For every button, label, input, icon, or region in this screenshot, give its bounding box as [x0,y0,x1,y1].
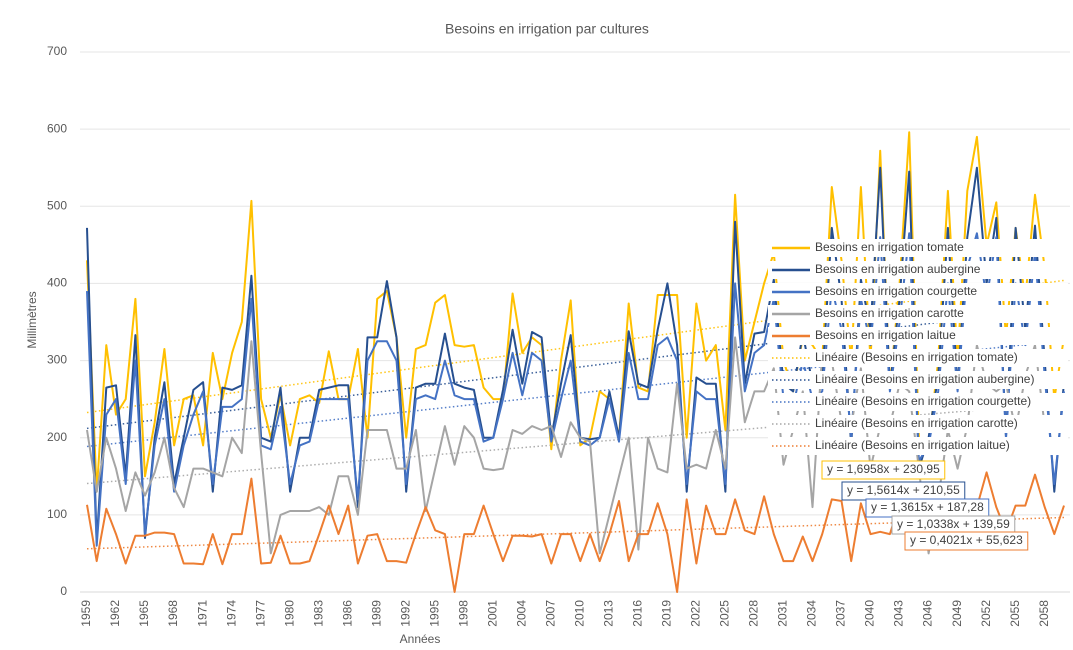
x-tick-label: 1959 [79,600,93,627]
trend-line [86,279,1065,414]
x-tick-label: 2016 [631,600,645,627]
x-tick-label: 2043 [892,600,906,627]
legend-bg [768,393,1068,411]
x-tick-label: 1974 [224,600,238,627]
series-line [86,131,1065,493]
x-axis-title: Années [400,632,441,646]
x-tick-label: 2013 [602,600,616,627]
legend-bg [768,437,1068,455]
equation-box [821,460,946,480]
x-tick-label: 2037 [834,600,848,627]
equation-box [904,531,1029,551]
y-axis-title: Millimètres [25,291,39,348]
x-tick-label: 2034 [805,600,819,627]
x-tick-label: 1983 [311,600,325,627]
x-tick-label: 2004 [514,600,528,627]
y-tick-label: 700 [47,44,67,58]
y-tick-label: 100 [47,507,67,521]
equation-label: y = 1,6958x + 230,95 [827,462,940,476]
x-tick-label: 1971 [195,600,209,627]
legend-label: Besoins en irrigation laitue [815,328,956,342]
chart-title: Besoins en irrigation par cultures [445,21,649,37]
equation-label: y = 0,4021x + 55,623 [910,533,1023,547]
equation-label: y = 1,3615x + 187,28 [871,500,984,514]
legend-bg [768,261,1068,279]
y-tick-label: 200 [47,430,67,444]
x-tick-label: 2031 [776,600,790,627]
legend-label: Linéaire (Besoins en irrigation carotte) [815,416,1018,430]
x-tick-label: 2007 [543,600,557,627]
legend-bg [768,415,1068,433]
legend-bg [768,239,1068,257]
x-tick-label: 1962 [108,600,122,627]
legend-label: Besoins en irrigation carotte [815,306,964,320]
equation-label: y = 1,0338x + 139,59 [897,517,1010,531]
legend-bg [768,349,1068,367]
x-tick-label: 1995 [427,600,441,627]
legend-bg [768,371,1068,389]
x-tick-label: 2040 [863,600,877,627]
x-tick-label: 1980 [282,600,296,627]
x-tick-label: 2025 [718,600,732,627]
y-tick-label: 500 [47,198,67,212]
x-tick-label: 2052 [979,600,993,627]
equation-label: y = 1,5614x + 210,55 [847,483,960,497]
legend-label: Besoins en irrigation aubergine [815,262,981,276]
x-tick-label: 2010 [573,600,587,627]
x-tick-label: 2028 [747,600,761,627]
legend-bg [768,327,1068,345]
x-tick-label: 2001 [485,600,499,627]
x-tick-label: 2019 [660,600,674,627]
legend-label: Linéaire (Besoins en irrigation laitue) [815,438,1010,452]
x-tick-label: 1998 [456,600,470,627]
x-tick-label: 2022 [689,600,703,627]
x-tick-label: 1965 [137,600,151,627]
legend-label: Linéaire (Besoins en irrigation tomate) [815,350,1018,364]
legend-label: Besoins en irrigation tomate [815,240,964,254]
trend-line [86,516,1065,550]
legend-label: Linéaire (Besoins en irrigation aubergin… [815,372,1034,386]
x-tick-label: 1989 [369,600,383,627]
x-tick-label: 2049 [950,600,964,627]
y-tick-label: 300 [47,353,67,367]
x-tick-label: 2055 [1008,600,1022,627]
x-tick-label: 1986 [340,600,354,627]
x-tick-label: 1977 [253,600,267,627]
legend-bg [768,305,1068,323]
x-tick-label: 1992 [398,600,412,627]
y-tick-label: 0 [60,584,67,598]
legend-label: Besoins en irrigation courgette [815,284,977,298]
y-tick-label: 400 [47,276,67,290]
x-tick-label: 2046 [921,600,935,627]
legend-label: Linéaire (Besoins en irrigation courgett… [815,394,1031,408]
legend-bg [768,283,1068,301]
x-tick-label: 2058 [1037,600,1051,627]
y-tick-label: 600 [47,121,67,135]
x-tick-label: 1968 [166,600,180,627]
